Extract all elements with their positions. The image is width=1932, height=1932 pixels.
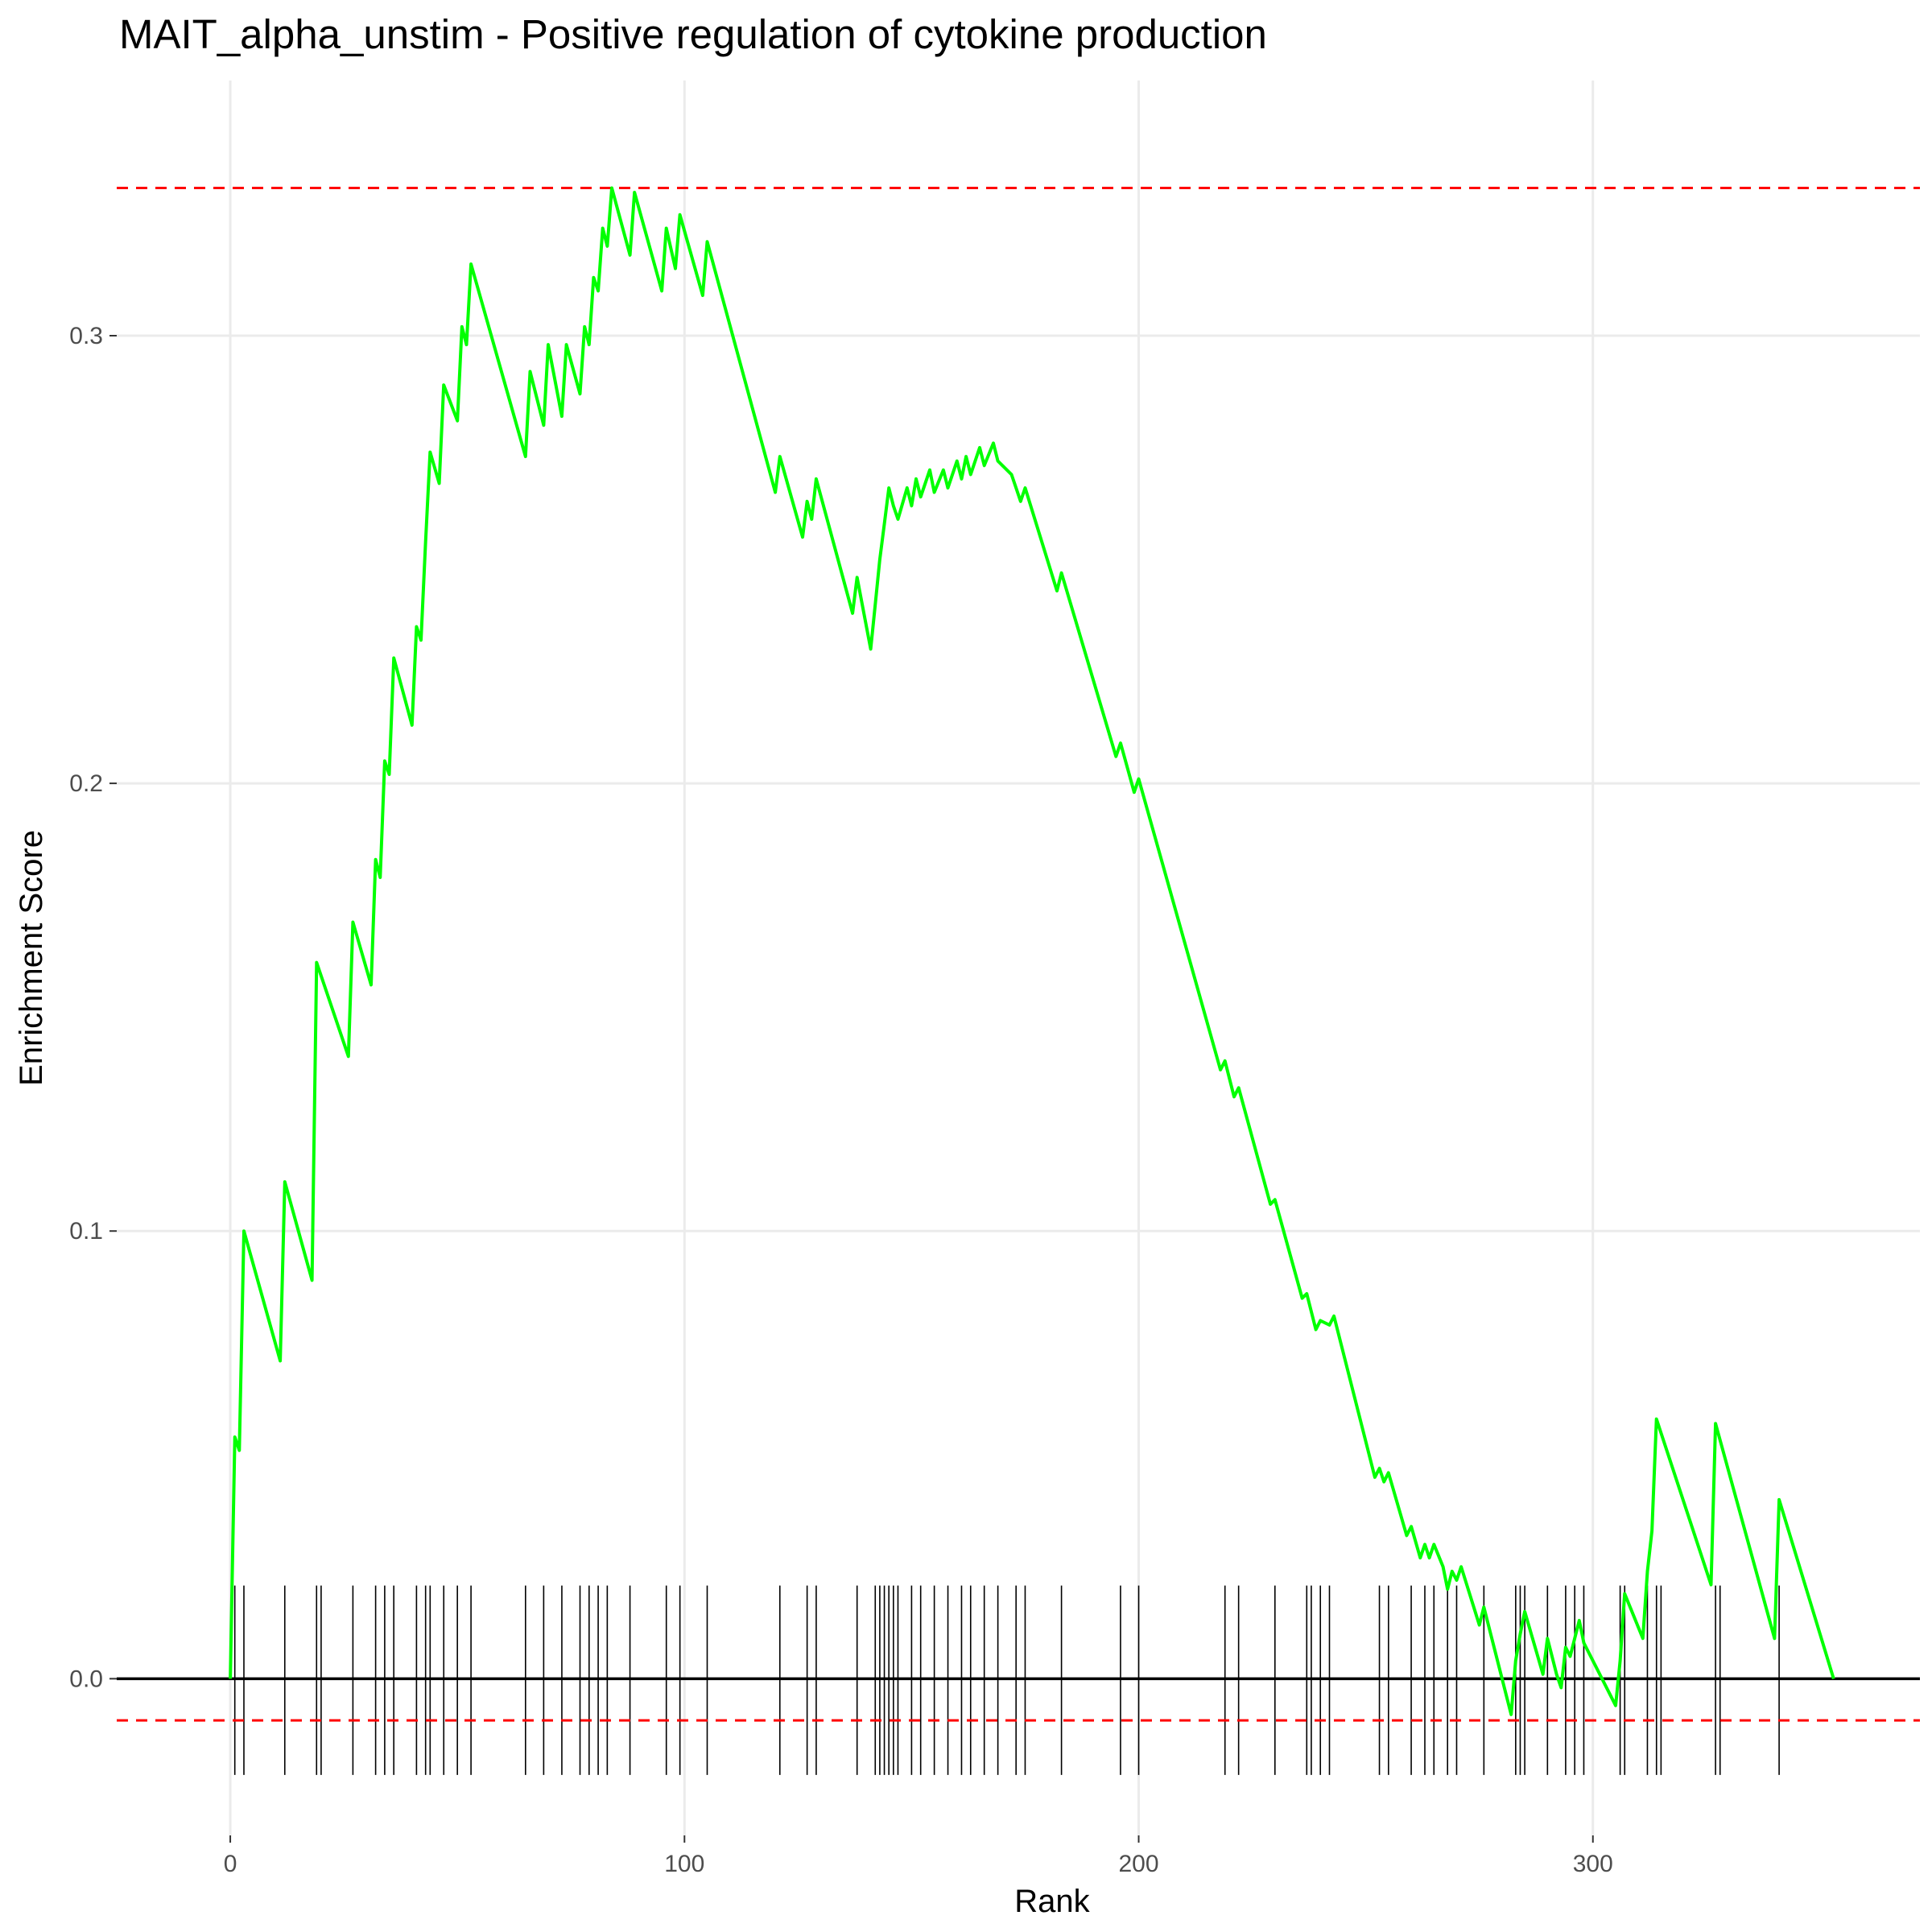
y-tick-label-3: 0.3 bbox=[69, 323, 103, 349]
axis-ticks: 0 100 200 300 0.0 0.1 0.2 0.3 bbox=[69, 323, 1613, 1877]
y-tick-label-0: 0.0 bbox=[69, 1666, 103, 1692]
chart-title: MAIT_alpha_unstim - Positive regulation … bbox=[119, 11, 1267, 57]
x-tick-label-1: 100 bbox=[664, 1851, 704, 1877]
y-axis-title: Enrichment Score bbox=[14, 830, 49, 1086]
hit-ticks bbox=[233, 1585, 1780, 1775]
y-tick-label-2: 0.2 bbox=[69, 770, 103, 797]
grid-lines bbox=[117, 80, 1920, 1835]
y-tick-label-1: 0.1 bbox=[69, 1218, 103, 1245]
x-axis-title: Rank bbox=[1014, 1884, 1090, 1919]
x-tick-label-0: 0 bbox=[224, 1851, 237, 1877]
x-tick-label-3: 300 bbox=[1573, 1851, 1613, 1877]
enrichment-score-curve bbox=[229, 186, 1835, 1716]
x-tick-label-2: 200 bbox=[1118, 1851, 1158, 1877]
